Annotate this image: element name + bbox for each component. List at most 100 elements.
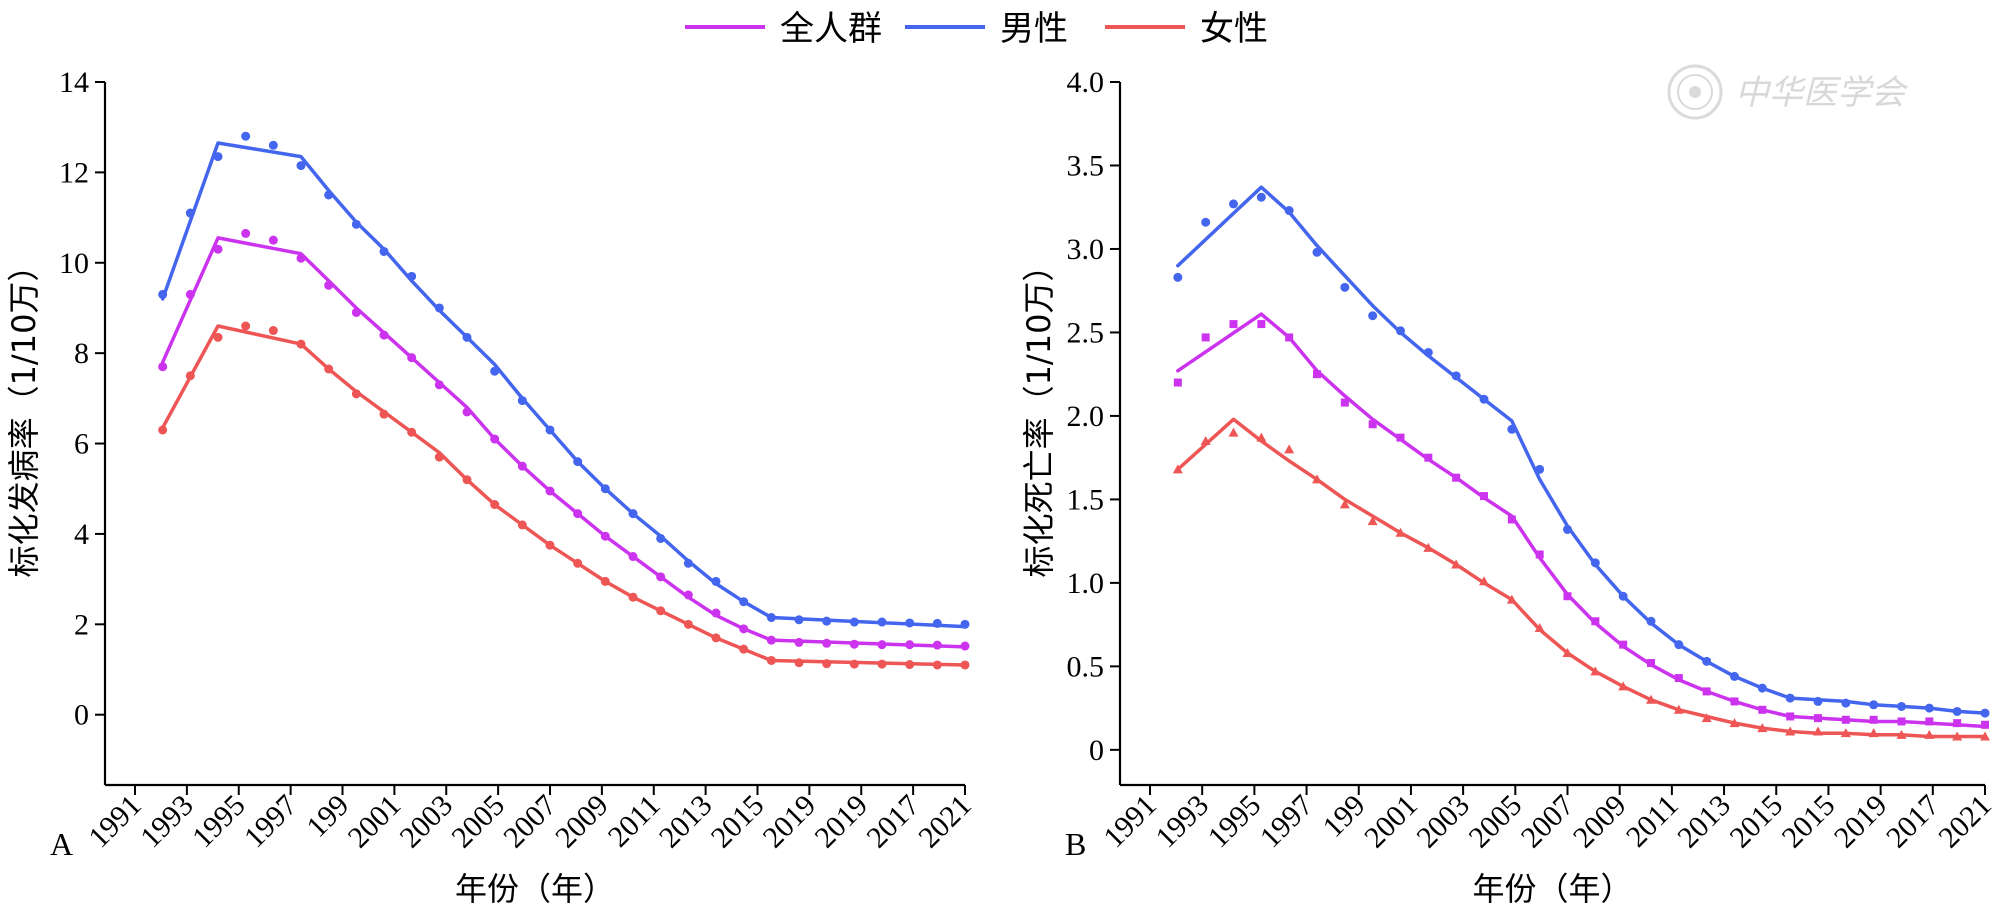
x-tick-label: 1991 bbox=[82, 789, 148, 855]
y-tick-label: 6 bbox=[74, 428, 89, 461]
data-point bbox=[905, 660, 915, 670]
data-point bbox=[1284, 206, 1294, 216]
data-point bbox=[656, 572, 666, 582]
data-point bbox=[1981, 720, 1989, 729]
y-tick-label: 4.0 bbox=[1067, 66, 1105, 99]
data-point bbox=[1534, 622, 1545, 632]
data-point bbox=[1814, 714, 1822, 723]
data-point bbox=[1172, 464, 1183, 474]
data-point bbox=[932, 660, 942, 670]
data-point bbox=[1590, 666, 1601, 676]
data-point bbox=[1535, 550, 1544, 559]
data-point bbox=[1673, 704, 1684, 714]
data-point bbox=[1813, 726, 1823, 736]
series-fit-line bbox=[1176, 185, 1987, 715]
data-point bbox=[960, 619, 970, 629]
data-point bbox=[683, 558, 693, 568]
data-point bbox=[185, 208, 195, 218]
x-tick-label: 2011 bbox=[1620, 789, 1685, 854]
x-tick-label: 1997 bbox=[238, 789, 304, 855]
data-point bbox=[1200, 435, 1211, 445]
data-point bbox=[1479, 394, 1489, 404]
x-tick-label: 2017 bbox=[860, 789, 926, 855]
data-point bbox=[1785, 693, 1795, 703]
data-point bbox=[1840, 728, 1851, 738]
data-point bbox=[241, 228, 251, 238]
x-tick-label: 1995 bbox=[186, 789, 252, 855]
data-point bbox=[517, 396, 527, 406]
data-point bbox=[1452, 473, 1461, 482]
data-point bbox=[1924, 729, 1935, 739]
data-point bbox=[1313, 370, 1321, 379]
data-point bbox=[849, 639, 859, 649]
data-point bbox=[1618, 591, 1628, 601]
data-point bbox=[794, 658, 804, 668]
data-point bbox=[268, 326, 278, 336]
data-point bbox=[1813, 696, 1823, 706]
data-point bbox=[683, 619, 693, 629]
data-point bbox=[739, 597, 749, 607]
data-point bbox=[1841, 715, 1850, 724]
data-point bbox=[545, 540, 555, 550]
data-point bbox=[490, 434, 500, 444]
y-tick-label: 2.0 bbox=[1067, 400, 1105, 433]
watermark: 中华医学会 bbox=[1667, 64, 1909, 120]
data-point bbox=[822, 659, 832, 669]
data-point bbox=[1786, 712, 1795, 721]
data-point bbox=[1952, 731, 1963, 741]
data-point bbox=[1201, 217, 1211, 227]
series-女性 bbox=[1172, 417, 1990, 741]
x-tick-label: 2001 bbox=[342, 789, 408, 855]
panel-label: A bbox=[50, 826, 73, 862]
x-tick-label: 2013 bbox=[653, 789, 719, 855]
data-point bbox=[1591, 617, 1600, 626]
y-tick-label: 1.0 bbox=[1067, 567, 1105, 600]
x-tick-label: 2001 bbox=[1358, 789, 1424, 855]
data-point bbox=[1229, 320, 1238, 329]
data-point bbox=[407, 271, 417, 281]
series-fit-line bbox=[160, 324, 967, 667]
data-point bbox=[213, 332, 223, 342]
data-point bbox=[379, 246, 389, 256]
data-point bbox=[711, 576, 721, 586]
data-point bbox=[1841, 698, 1851, 708]
y-tick-label: 2 bbox=[74, 608, 89, 641]
data-point bbox=[434, 380, 444, 390]
data-point bbox=[379, 330, 389, 340]
watermark-text: 中华医学会 bbox=[1735, 73, 1909, 113]
data-point bbox=[1925, 717, 1934, 726]
data-point bbox=[324, 364, 334, 374]
data-point bbox=[905, 618, 915, 628]
data-point bbox=[268, 140, 278, 150]
data-point bbox=[1924, 703, 1934, 713]
data-point bbox=[960, 641, 970, 651]
data-point bbox=[545, 425, 555, 435]
data-point bbox=[1507, 424, 1517, 434]
data-point bbox=[1423, 542, 1434, 552]
y-tick-label: 2.5 bbox=[1067, 316, 1105, 349]
data-point bbox=[1257, 320, 1266, 329]
data-point bbox=[158, 289, 168, 299]
data-point bbox=[822, 616, 832, 626]
data-point bbox=[158, 425, 168, 435]
data-point bbox=[1647, 659, 1655, 668]
x-tick-label: 2015 bbox=[1723, 789, 1789, 855]
data-point bbox=[351, 307, 361, 317]
data-point bbox=[1424, 453, 1433, 462]
data-point bbox=[600, 576, 610, 586]
data-point bbox=[573, 457, 583, 467]
series-fit-line bbox=[1176, 417, 1987, 739]
x-axis-title: 年份（年） bbox=[1472, 870, 1632, 908]
legend-label-all: 全人群 bbox=[780, 9, 882, 49]
y-tick-label: 14 bbox=[59, 66, 89, 99]
data-point bbox=[1702, 656, 1712, 666]
x-tick-label: 2015 bbox=[1776, 789, 1842, 855]
legend: 全人群 男性 女性 bbox=[685, 9, 1268, 49]
data-point bbox=[1284, 444, 1295, 454]
data-point bbox=[1535, 464, 1545, 474]
data-point bbox=[711, 608, 721, 618]
data-point bbox=[573, 558, 583, 568]
x-tick-label: 1993 bbox=[134, 789, 200, 855]
data-point bbox=[1618, 681, 1629, 691]
